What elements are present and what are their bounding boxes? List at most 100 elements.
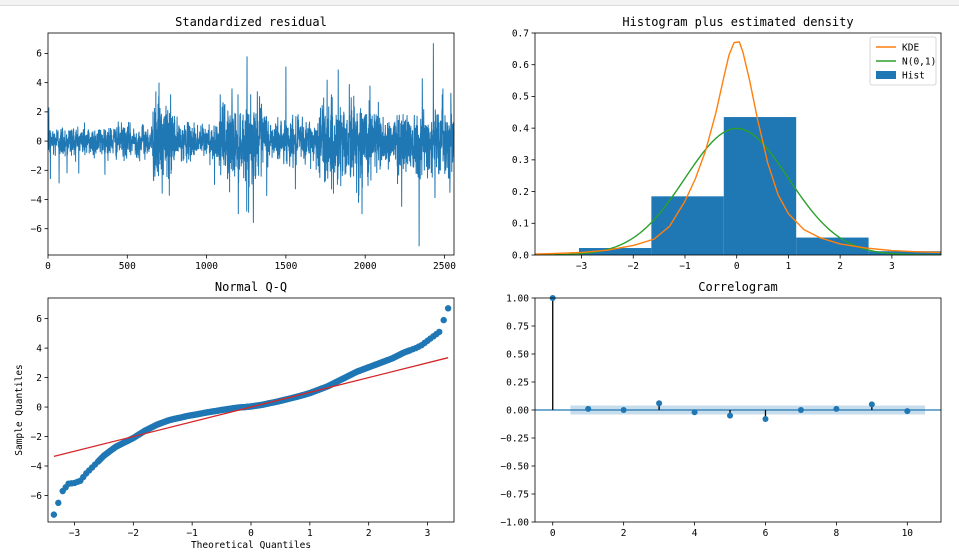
acf-point: [833, 405, 840, 412]
qq-panel: Normal Q-Q −3 −2 −1 0 1 2 3 −6 −4 −2 0 2 4 6 Theoretica…: [14, 280, 455, 551]
x-tick-label: 500: [119, 261, 136, 272]
acf-point: [620, 407, 627, 413]
chart-title: Histogram plus estimated density: [622, 15, 853, 29]
legend-label: KDE: [902, 42, 919, 53]
y-tick-label: −0.75: [500, 489, 529, 500]
x-tick-label: 0: [550, 528, 556, 539]
acf-point: [691, 409, 698, 416]
histogram-bar: [723, 117, 797, 255]
histogram-bar: [578, 248, 652, 255]
x-tick-label: −2: [128, 528, 139, 539]
x-tick-label: 0: [45, 261, 51, 272]
qq-point: [50, 511, 58, 518]
acf-point: [904, 408, 911, 415]
plot-frame: [534, 32, 942, 256]
x-tick-label: 1000: [195, 261, 218, 272]
x-tick-label: −1: [679, 261, 691, 272]
x-tick-label: −2: [628, 261, 639, 272]
chart-title: Standardized residual: [175, 15, 327, 29]
histogram-bar: [651, 196, 724, 255]
plot-frame: [47, 32, 455, 256]
residual-panel: Standardized residual 0 500 1000 1500 2000 250…: [31, 15, 457, 272]
x-axis-label: Theoretical Quantiles: [191, 540, 311, 551]
x-tick-label: 0: [248, 528, 254, 539]
residual-series-line: [48, 43, 454, 247]
x-tick-label: 1: [786, 261, 792, 272]
correlogram-panel: Correlogram 0 2 4 6 8 10 −1.00 −0.75 −0.50 −0.25 0.…: [500, 280, 942, 539]
y-tick-label: 0.6: [512, 60, 529, 71]
y-tick-label: 0.50: [506, 349, 529, 360]
x-tick-label: 2: [621, 528, 627, 539]
legend-label: Hist: [902, 70, 925, 81]
x-tick-label: −3: [576, 261, 587, 272]
y-tick-label: 0.5: [512, 92, 529, 103]
acf-point: [727, 412, 734, 419]
y-tick-label: 0.4: [512, 123, 529, 134]
legend-swatch: [876, 71, 896, 79]
acf-point: [656, 400, 663, 407]
x-tick-label: 3: [425, 528, 431, 539]
y-tick-label: −2: [31, 432, 42, 443]
acf-point: [868, 401, 875, 408]
y-tick-label: −0.50: [500, 461, 529, 472]
legend: KDE N(0,1) Hist: [869, 36, 937, 86]
x-tick-label: 2000: [354, 261, 377, 272]
x-tick-label: 1: [307, 528, 313, 539]
acf-point: [585, 405, 592, 412]
y-tick-label: −4: [31, 461, 43, 472]
x-tick-label: 2: [366, 528, 372, 539]
acf-point: [797, 407, 804, 413]
x-tick-label: −1: [186, 528, 198, 539]
y-tick-label: 0.00: [506, 405, 529, 416]
y-tick-label: 4: [36, 78, 42, 89]
plot-frame: [47, 297, 455, 523]
y-tick-label: −6: [31, 224, 43, 235]
y-tick-label: 0.1: [512, 219, 529, 230]
x-tick-label: 2: [837, 261, 843, 272]
y-tick-label: 4: [36, 343, 42, 354]
window-top-strip: [0, 0, 959, 6]
y-tick-label: 2: [36, 373, 42, 384]
x-tick-label: 8: [834, 528, 840, 539]
legend-label: N(0,1): [902, 56, 936, 67]
y-axis-label: Sample Quantiles: [14, 364, 25, 456]
chart-title: Normal Q-Q: [215, 280, 287, 294]
kde-line: [535, 41, 941, 255]
y-tick-label: −2: [31, 166, 42, 177]
y-tick-label: −0.25: [500, 433, 529, 444]
x-tick-label: 3: [889, 261, 895, 272]
x-tick-label: 2500: [433, 261, 456, 272]
y-tick-label: −6: [31, 491, 43, 502]
histogram-bar: [868, 251, 941, 255]
x-tick-label: 4: [692, 528, 698, 539]
qq-point: [436, 328, 443, 336]
histogram-panel: Histogram plus estimated density −3 −2 −1 0 1…: [512, 15, 942, 272]
y-tick-label: 0: [36, 402, 42, 413]
qq-point: [444, 305, 452, 312]
y-tick-label: 0.0: [512, 250, 529, 261]
y-tick-label: 0: [36, 136, 42, 147]
y-tick-label: 6: [36, 49, 42, 60]
y-tick-label: 2: [36, 107, 42, 118]
x-tick-label: 1500: [274, 261, 297, 272]
x-tick-label: 0: [734, 261, 740, 272]
y-tick-label: 1.00: [506, 293, 529, 304]
y-tick-label: 6: [36, 314, 42, 325]
acf-point: [762, 415, 769, 422]
y-tick-label: −1.00: [500, 517, 529, 528]
x-tick-label: 10: [902, 528, 914, 539]
y-tick-label: 0.75: [506, 321, 529, 332]
x-tick-label: 6: [763, 528, 769, 539]
y-tick-label: 0.25: [506, 377, 529, 388]
y-tick-label: −4: [31, 195, 43, 206]
x-tick-label: −3: [69, 528, 80, 539]
qq-reference-line: [53, 357, 449, 458]
chart-title: Correlogram: [698, 280, 777, 294]
qq-point: [55, 499, 62, 507]
histogram-bar: [796, 237, 869, 255]
y-tick-label: 0.2: [512, 187, 529, 198]
qq-point: [440, 316, 447, 324]
y-tick-label: 0.7: [512, 28, 529, 39]
y-tick-label: 0.3: [512, 155, 529, 166]
